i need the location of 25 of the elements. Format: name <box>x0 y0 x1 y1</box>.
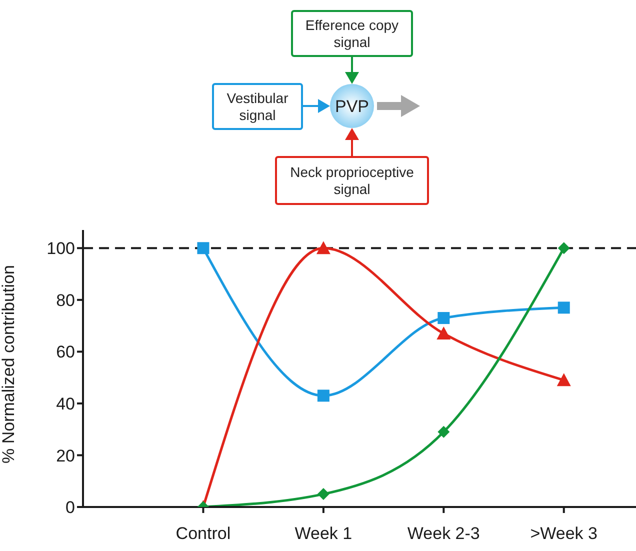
text-box: Efference copy signal <box>291 10 413 57</box>
point <box>558 242 570 254</box>
point <box>316 241 330 254</box>
x-tick-label: Control <box>176 524 231 544</box>
text: PVP <box>334 97 370 116</box>
point <box>317 488 330 500</box>
y-tick-label: 60 <box>56 342 75 362</box>
point <box>558 302 570 314</box>
y-axis-title: % Normalized contribution <box>0 265 18 464</box>
text-box: Vestibular signal <box>212 83 303 130</box>
y-tick-label: 0 <box>66 498 75 518</box>
x-tick-label: >Week 3 <box>530 524 598 544</box>
text-box: Neck proprioceptive signal <box>275 156 429 205</box>
y-tick-label: 40 <box>56 394 75 414</box>
y-tick-label: 100 <box>46 239 75 258</box>
y-tick-label: 80 <box>56 290 75 310</box>
point <box>197 242 210 254</box>
point <box>436 326 451 340</box>
point <box>438 312 450 324</box>
y-tick-label: 20 <box>56 446 75 466</box>
point <box>556 373 571 386</box>
point <box>317 390 330 402</box>
x-tick-label: Week 1 <box>294 524 352 544</box>
point <box>438 426 450 438</box>
x-tick-label: Week 2-3 <box>407 524 480 544</box>
